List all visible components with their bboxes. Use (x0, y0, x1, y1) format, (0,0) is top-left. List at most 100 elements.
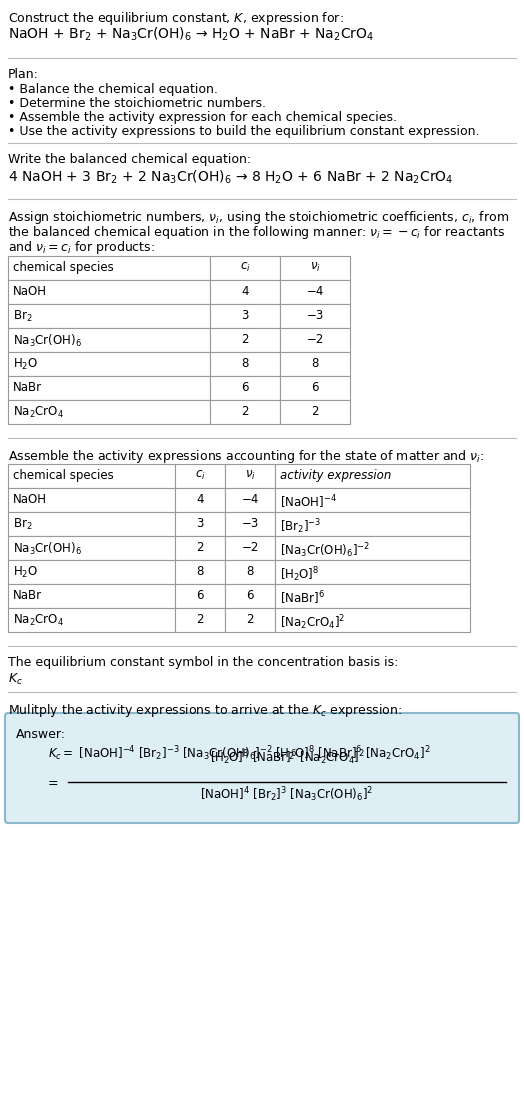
Bar (225, 608, 275, 632)
Bar (210, 376, 280, 400)
Text: Construct the equilibrium constant, $K$, expression for:: Construct the equilibrium constant, $K$,… (8, 10, 344, 26)
Bar (175, 512, 225, 536)
Text: 3: 3 (242, 309, 249, 322)
Text: 2: 2 (196, 613, 204, 627)
Text: chemical species: chemical species (13, 469, 114, 482)
Text: Br$_2$: Br$_2$ (13, 309, 32, 324)
Bar (8, 512, 175, 536)
Text: 8: 8 (242, 357, 249, 370)
Bar (275, 560, 470, 583)
Text: Br$_2$: Br$_2$ (13, 517, 32, 532)
Bar (175, 608, 225, 632)
Bar (280, 376, 350, 400)
Text: 4: 4 (196, 493, 204, 506)
Text: NaOH: NaOH (13, 285, 47, 298)
Bar (275, 536, 470, 560)
Text: Na$_3$Cr(OH)$_6$: Na$_3$Cr(OH)$_6$ (13, 333, 82, 350)
Bar (8, 560, 175, 583)
Text: Write the balanced chemical equation:: Write the balanced chemical equation: (8, 153, 251, 165)
Bar (210, 280, 280, 304)
Text: NaBr: NaBr (13, 589, 42, 602)
Bar (225, 560, 275, 583)
Bar (225, 488, 275, 512)
Text: Answer:: Answer: (16, 728, 66, 741)
Bar (8, 304, 210, 328)
Text: 8: 8 (246, 565, 254, 578)
Bar (8, 464, 175, 488)
Bar (8, 608, 175, 632)
Bar (8, 352, 210, 376)
Text: $c_i$: $c_i$ (194, 469, 205, 482)
Text: 6: 6 (311, 381, 319, 394)
Text: 4 NaOH + 3 Br$_2$ + 2 Na$_3$Cr(OH)$_6$ → 8 H$_2$O + 6 NaBr + 2 Na$_2$CrO$_4$: 4 NaOH + 3 Br$_2$ + 2 Na$_3$Cr(OH)$_6$ →… (8, 169, 454, 186)
Bar (175, 464, 225, 488)
Bar (210, 304, 280, 328)
Text: Na$_3$Cr(OH)$_6$: Na$_3$Cr(OH)$_6$ (13, 540, 82, 557)
Bar (225, 536, 275, 560)
Text: • Use the activity expressions to build the equilibrium constant expression.: • Use the activity expressions to build … (8, 125, 479, 138)
Text: Plan:: Plan: (8, 68, 39, 81)
Bar (210, 400, 280, 424)
Text: Mulitply the activity expressions to arrive at the $K_c$ expression:: Mulitply the activity expressions to arr… (8, 702, 402, 719)
Text: −4: −4 (242, 493, 259, 506)
Text: [Br$_2$]$^{-3}$: [Br$_2$]$^{-3}$ (280, 517, 321, 536)
Text: NaOH: NaOH (13, 493, 47, 506)
Bar (8, 400, 210, 424)
Text: [NaOH]$^{-4}$: [NaOH]$^{-4}$ (280, 493, 337, 511)
Text: 2: 2 (241, 405, 249, 418)
Bar (175, 488, 225, 512)
Text: 2: 2 (246, 613, 254, 627)
Text: −2: −2 (242, 540, 259, 554)
Text: 4: 4 (241, 285, 249, 298)
Bar (8, 536, 175, 560)
Text: and $\nu_i = c_i$ for products:: and $\nu_i = c_i$ for products: (8, 239, 155, 256)
Text: [NaOH]$^4$ [Br$_2$]$^3$ [Na$_3$Cr(OH)$_6$]$^2$: [NaOH]$^4$ [Br$_2$]$^3$ [Na$_3$Cr(OH)$_6… (200, 785, 374, 804)
Bar (8, 583, 175, 608)
Text: [Na$_3$Cr(OH)$_6$]$^{-2}$: [Na$_3$Cr(OH)$_6$]$^{-2}$ (280, 540, 370, 559)
Bar (225, 583, 275, 608)
Bar (275, 488, 470, 512)
Bar (280, 280, 350, 304)
Text: 6: 6 (241, 381, 249, 394)
Bar (275, 583, 470, 608)
Bar (275, 608, 470, 632)
Text: −3: −3 (242, 517, 259, 531)
Text: The equilibrium constant symbol in the concentration basis is:: The equilibrium constant symbol in the c… (8, 656, 398, 670)
Text: H$_2$O: H$_2$O (13, 357, 38, 372)
Bar (275, 464, 470, 488)
Text: activity expression: activity expression (280, 469, 391, 482)
Text: $c_i$: $c_i$ (239, 261, 250, 275)
Text: $\nu_i$: $\nu_i$ (310, 261, 320, 275)
Text: 6: 6 (246, 589, 254, 602)
Bar (280, 328, 350, 352)
Text: H$_2$O: H$_2$O (13, 565, 38, 580)
Text: 8: 8 (311, 357, 319, 370)
Text: −4: −4 (307, 285, 324, 298)
Bar (280, 400, 350, 424)
Text: Na$_2$CrO$_4$: Na$_2$CrO$_4$ (13, 405, 64, 420)
Bar (275, 512, 470, 536)
Bar (8, 328, 210, 352)
Text: −3: −3 (307, 309, 324, 322)
Text: 6: 6 (196, 589, 204, 602)
Text: 2: 2 (241, 333, 249, 346)
Text: [NaBr]$^6$: [NaBr]$^6$ (280, 589, 325, 607)
Bar (225, 464, 275, 488)
Bar (8, 488, 175, 512)
Text: NaBr: NaBr (13, 381, 42, 394)
Bar (8, 376, 210, 400)
Text: NaOH + Br$_2$ + Na$_3$Cr(OH)$_6$ → H$_2$O + NaBr + Na$_2$CrO$_4$: NaOH + Br$_2$ + Na$_3$Cr(OH)$_6$ → H$_2$… (8, 26, 374, 43)
Text: [H$_2$O]$^8$ [NaBr]$^6$ [Na$_2$CrO$_4$]$^2$: [H$_2$O]$^8$ [NaBr]$^6$ [Na$_2$CrO$_4$]$… (210, 748, 365, 767)
Bar (280, 352, 350, 376)
Bar (280, 256, 350, 280)
Text: 2: 2 (196, 540, 204, 554)
Bar (225, 512, 275, 536)
Text: 3: 3 (196, 517, 204, 531)
Text: −2: −2 (307, 333, 324, 346)
Bar (210, 352, 280, 376)
Text: 2: 2 (311, 405, 319, 418)
Text: • Balance the chemical equation.: • Balance the chemical equation. (8, 83, 218, 96)
Text: $\nu_i$: $\nu_i$ (245, 469, 255, 482)
Bar (175, 560, 225, 583)
Text: 8: 8 (196, 565, 204, 578)
